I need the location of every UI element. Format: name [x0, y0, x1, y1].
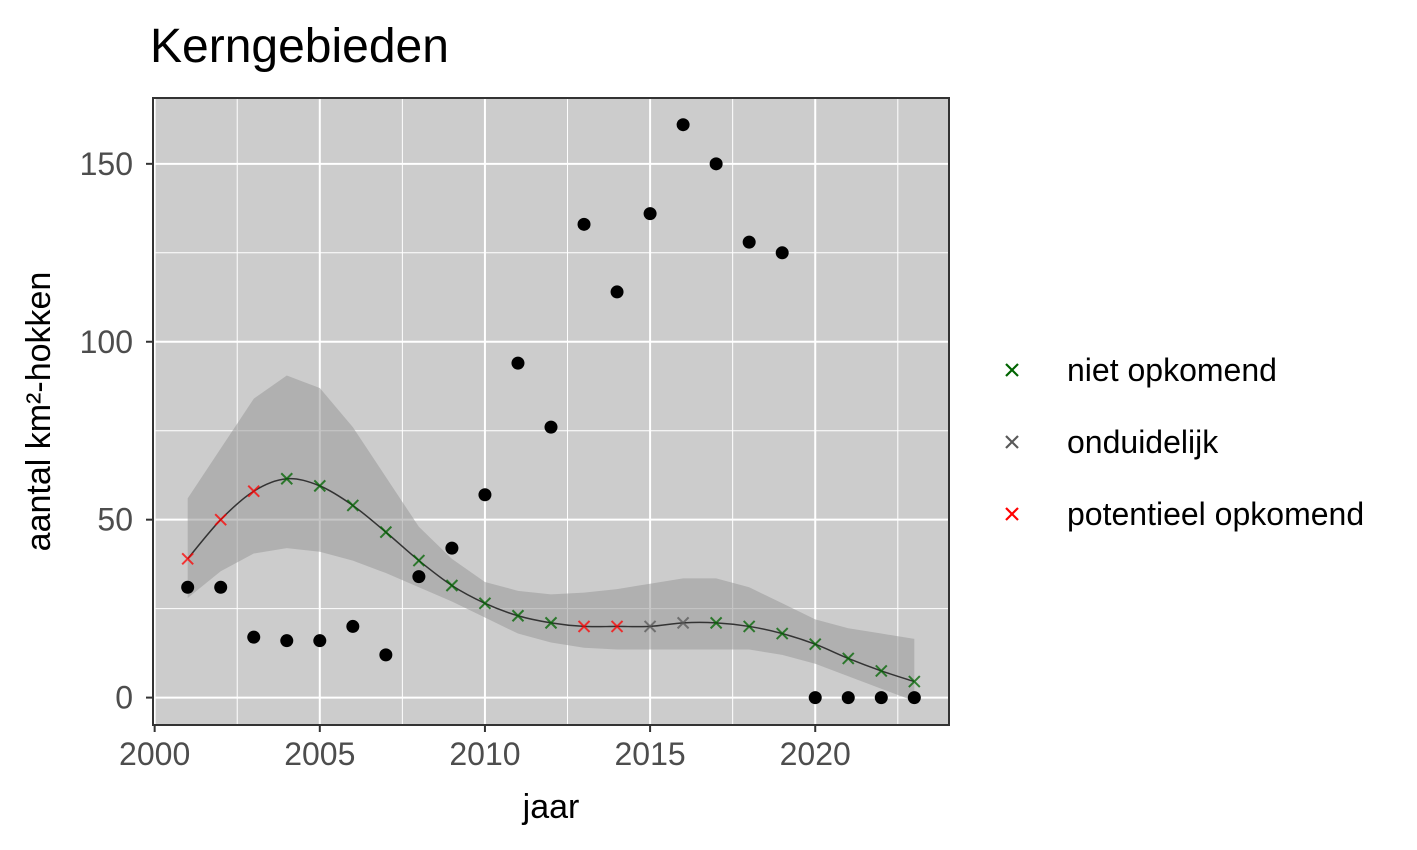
legend-label: potentieel opkomend: [1067, 496, 1364, 532]
trend-marker: [445, 579, 459, 592]
observed-point: [445, 541, 459, 555]
observed-point: [874, 691, 888, 705]
trend-marker: [809, 638, 822, 651]
trend-marker: [379, 525, 393, 539]
observed-point: [379, 648, 393, 662]
trend-marker: [478, 597, 492, 610]
observed-point: [643, 207, 657, 221]
y-tick-label: 50: [97, 502, 133, 538]
legend-marker: [1005, 435, 1019, 449]
x-tick-label: 2010: [449, 736, 520, 772]
legend-marker: [1005, 507, 1019, 521]
x-tick-label: 2015: [614, 736, 685, 772]
observed-point: [280, 634, 294, 648]
y-axis: 0 50 100 150: [80, 146, 153, 716]
legend-key-icon: [1005, 507, 1019, 521]
trend-marker: [775, 627, 789, 640]
trend-marker: [643, 620, 657, 633]
observed-point: [511, 356, 525, 370]
trend-marker: [280, 472, 293, 485]
observed-point: [412, 570, 426, 584]
observed-point: [247, 630, 261, 644]
observed-point: [841, 691, 855, 705]
trend-marker: [709, 616, 723, 630]
trend-marker: [842, 652, 855, 665]
observed-point: [742, 235, 756, 249]
legend-marker: [1005, 363, 1019, 377]
y-tick-label: 100: [80, 324, 133, 360]
trend-marker: [742, 620, 756, 633]
trend-marker: [346, 499, 360, 512]
observed-point: [544, 420, 558, 434]
trend-marker: [610, 620, 624, 633]
observed-point: [214, 580, 228, 594]
observed-point: [181, 580, 195, 594]
legend-item-onduidelijk: onduidelijk: [1005, 424, 1219, 460]
legend-item-niet-opkomend: niet opkomend: [1005, 352, 1277, 388]
trend-marker: [313, 479, 327, 493]
trend-marker: [544, 616, 558, 630]
observed-point: [610, 285, 624, 299]
trend-marker: [875, 664, 888, 678]
observed-point: [478, 488, 492, 502]
legend-key-icon: [1005, 435, 1019, 449]
trend-markers: [181, 472, 921, 688]
y-tick-label: 0: [115, 680, 133, 716]
legend: niet opkomend onduidelijk potentieel opk…: [1005, 352, 1364, 532]
observed-point: [907, 691, 921, 705]
confidence-ribbon: [187, 375, 915, 702]
trend-marker: [181, 552, 194, 566]
y-tick-label: 150: [80, 146, 133, 182]
trend-marker: [577, 620, 591, 633]
x-axis-title: jaar: [522, 788, 580, 826]
trend-marker: [412, 554, 426, 567]
plot-border: [152, 97, 950, 726]
legend-label: niet opkomend: [1067, 352, 1277, 388]
x-tick-label: 2000: [119, 736, 190, 772]
y-axis-title: aantal km²-hokken: [20, 272, 58, 552]
observed-point: [577, 217, 591, 231]
observed-point: [346, 619, 360, 633]
trend-marker: [214, 513, 227, 526]
legend-item-potentieel-opkomend: potentieel opkomend: [1005, 496, 1364, 532]
x-axis: 2000 2005 2010 2015 2020: [119, 725, 851, 772]
observed-point: [676, 118, 690, 132]
trend-marker: [908, 675, 921, 688]
x-tick-label: 2020: [780, 736, 851, 772]
observed-point: [775, 246, 789, 260]
observed-point: [313, 634, 327, 648]
chart-title: Kerngebieden: [150, 20, 449, 73]
trend-marker: [511, 609, 525, 622]
observed-point: [808, 691, 822, 705]
trend-marker: [676, 616, 690, 630]
x-tick-label: 2005: [284, 736, 355, 772]
observed-points: [181, 118, 921, 705]
legend-key-icon: [1005, 363, 1019, 377]
trend-marker: [247, 485, 260, 498]
observed-point: [709, 157, 723, 171]
legend-label: onduidelijk: [1067, 424, 1219, 460]
